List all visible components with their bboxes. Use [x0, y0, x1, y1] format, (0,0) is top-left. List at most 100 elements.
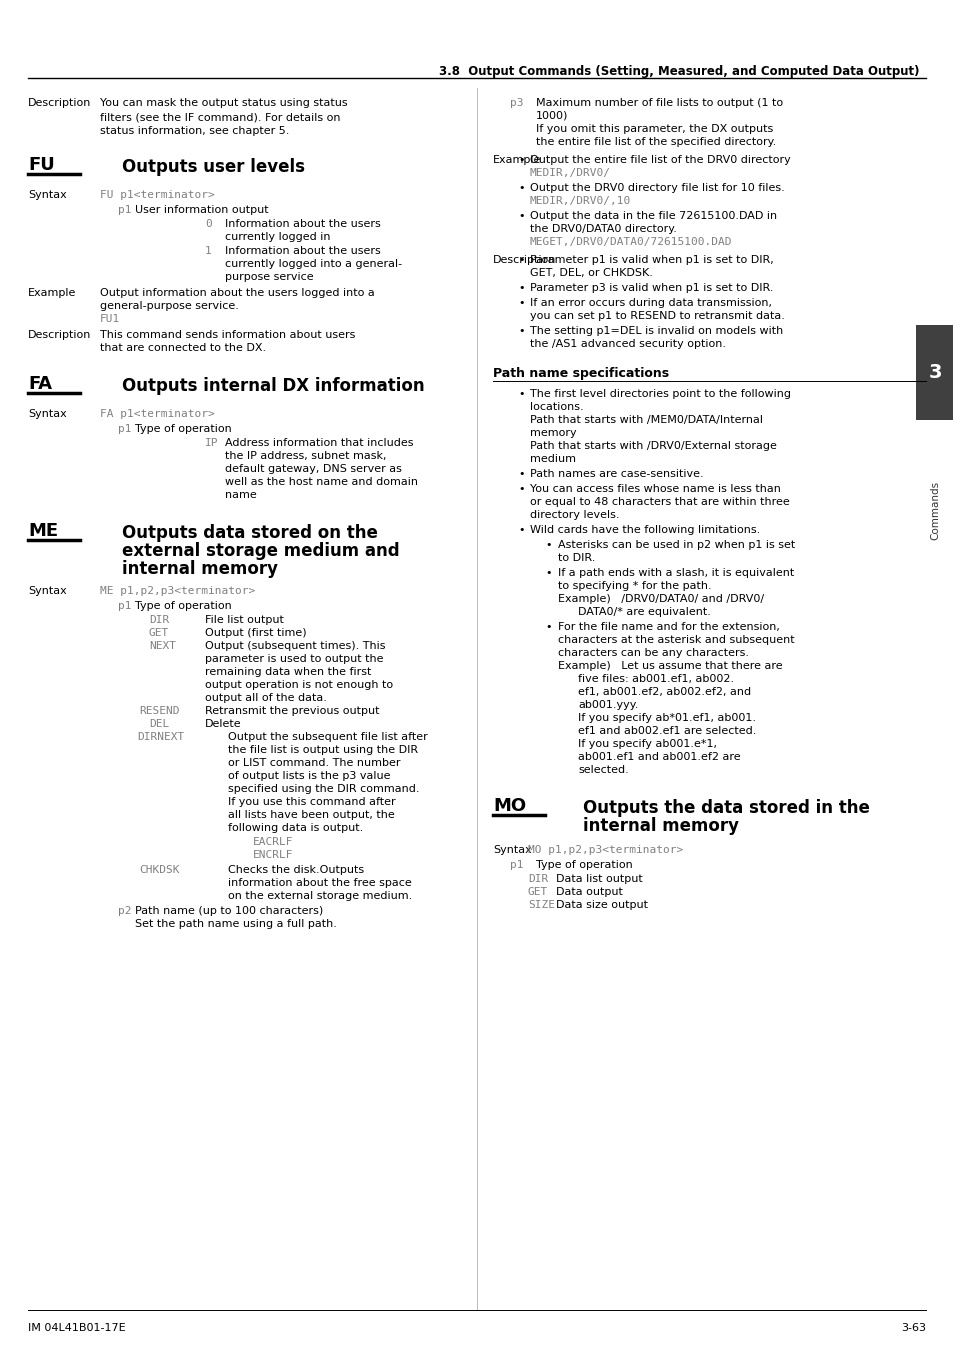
Text: Set the path name using a full path.: Set the path name using a full path. [135, 919, 336, 929]
Text: ab001.yyy.: ab001.yyy. [578, 701, 638, 710]
Text: EACRLF: EACRLF [253, 837, 294, 846]
Text: FU p1<terminator>: FU p1<terminator> [100, 190, 214, 200]
Text: If you specify ab001.e*1,: If you specify ab001.e*1, [578, 738, 717, 749]
Text: If you omit this parameter, the DX outputs: If you omit this parameter, the DX outpu… [536, 124, 773, 134]
Text: User information output: User information output [135, 205, 269, 215]
Text: on the external storage medium.: on the external storage medium. [228, 891, 412, 900]
Text: DATA0/* are equivalent.: DATA0/* are equivalent. [578, 608, 710, 617]
Text: general-purpose service.: general-purpose service. [100, 301, 238, 310]
Text: •: • [517, 155, 524, 165]
Text: MEGET,/DRV0/DATA0/72615100.DAD: MEGET,/DRV0/DATA0/72615100.DAD [530, 238, 732, 247]
Text: Address information that includes: Address information that includes [225, 437, 413, 448]
Text: 1000): 1000) [536, 111, 568, 122]
Text: •: • [517, 255, 524, 265]
Text: •: • [544, 622, 551, 632]
Text: directory levels.: directory levels. [530, 510, 618, 520]
Text: FU1: FU1 [100, 315, 120, 324]
Text: GET, DEL, or CHKDSK.: GET, DEL, or CHKDSK. [530, 269, 652, 278]
Text: Information about the users: Information about the users [225, 219, 380, 230]
Text: Asterisks can be used in p2 when p1 is set: Asterisks can be used in p2 when p1 is s… [558, 540, 795, 549]
Text: medium: medium [530, 454, 576, 464]
Text: output operation is not enough to: output operation is not enough to [205, 680, 393, 690]
Text: characters at the asterisk and subsequent: characters at the asterisk and subsequen… [558, 634, 794, 645]
Text: GET: GET [149, 628, 169, 639]
Text: MO: MO [493, 796, 525, 815]
Text: external storage medium and: external storage medium and [122, 541, 399, 560]
Text: p1: p1 [118, 601, 132, 612]
Text: NEXT: NEXT [149, 641, 175, 651]
Text: •: • [517, 184, 524, 193]
Text: purpose service: purpose service [225, 271, 314, 282]
Text: ME: ME [28, 522, 58, 540]
Text: DIR: DIR [149, 616, 169, 625]
Text: If a path ends with a slash, it is equivalent: If a path ends with a slash, it is equiv… [558, 568, 794, 578]
Text: internal memory: internal memory [122, 560, 277, 578]
Text: •: • [517, 284, 524, 293]
Text: the IP address, subnet mask,: the IP address, subnet mask, [225, 451, 386, 460]
Text: CHKDSK: CHKDSK [139, 865, 179, 875]
Text: Example: Example [493, 155, 540, 165]
Text: DIRNEXT: DIRNEXT [137, 732, 184, 742]
Text: The setting p1=DEL is invalid on models with: The setting p1=DEL is invalid on models … [530, 325, 782, 336]
Text: IM 04L41B01-17E: IM 04L41B01-17E [28, 1323, 126, 1332]
Text: Path that starts with /DRV0/External storage: Path that starts with /DRV0/External sto… [530, 441, 776, 451]
Text: remaining data when the first: remaining data when the first [205, 667, 371, 676]
Text: the /AS1 advanced security option.: the /AS1 advanced security option. [530, 339, 725, 350]
Text: default gateway, DNS server as: default gateway, DNS server as [225, 464, 401, 474]
Text: 3.8  Output Commands (Setting, Measured, and Computed Data Output): 3.8 Output Commands (Setting, Measured, … [439, 65, 919, 78]
Text: Delete: Delete [205, 720, 241, 729]
Text: Output (subsequent times). This: Output (subsequent times). This [205, 641, 385, 651]
Text: Path name (up to 100 characters): Path name (up to 100 characters) [135, 906, 323, 917]
Text: •: • [517, 468, 524, 479]
Text: Example)   Let us assume that there are: Example) Let us assume that there are [558, 662, 781, 671]
Text: or equal to 48 characters that are within three: or equal to 48 characters that are withi… [530, 497, 789, 508]
Text: Path that starts with /MEM0/DATA/Internal: Path that starts with /MEM0/DATA/Interna… [530, 414, 762, 425]
Text: p3: p3 [510, 99, 523, 108]
Text: RESEND: RESEND [139, 706, 179, 716]
Text: ef1 and ab002.ef1 are selected.: ef1 and ab002.ef1 are selected. [578, 726, 756, 736]
Text: Description: Description [28, 329, 91, 340]
Text: to specifying * for the path.: to specifying * for the path. [558, 580, 711, 591]
Text: the file list is output using the DIR: the file list is output using the DIR [228, 745, 417, 755]
Text: Output the entire file list of the DRV0 directory: Output the entire file list of the DRV0 … [530, 155, 790, 165]
Text: •: • [517, 211, 524, 221]
Text: •: • [544, 568, 551, 578]
Text: p1: p1 [118, 424, 132, 433]
Text: Output the data in the file 72615100.DAD in: Output the data in the file 72615100.DAD… [530, 211, 777, 221]
Text: Data output: Data output [556, 887, 622, 896]
Text: FU: FU [28, 157, 54, 174]
Text: or LIST command. The number: or LIST command. The number [228, 757, 400, 768]
Text: Syntax: Syntax [28, 586, 67, 595]
Text: MO p1,p2,p3<terminator>: MO p1,p2,p3<terminator> [527, 845, 682, 855]
Text: Parameter p3 is valid when p1 is set to DIR.: Parameter p3 is valid when p1 is set to … [530, 284, 773, 293]
Text: Data list output: Data list output [556, 873, 642, 884]
Text: Syntax: Syntax [28, 190, 67, 200]
Text: currently logged into a general-: currently logged into a general- [225, 259, 402, 269]
Text: locations.: locations. [530, 402, 583, 412]
Text: five files: ab001.ef1, ab002.: five files: ab001.ef1, ab002. [578, 674, 734, 684]
Text: Outputs data stored on the: Outputs data stored on the [122, 524, 377, 541]
Text: Example)   /DRV0/DATA0/ and /DRV0/: Example) /DRV0/DATA0/ and /DRV0/ [558, 594, 763, 603]
Text: p1: p1 [510, 860, 523, 869]
Text: the DRV0/DATA0 directory.: the DRV0/DATA0 directory. [530, 224, 677, 234]
Text: to DIR.: to DIR. [558, 554, 595, 563]
Text: You can mask the output status using status: You can mask the output status using sta… [100, 99, 347, 108]
Text: Output information about the users logged into a: Output information about the users logge… [100, 288, 375, 298]
Text: internal memory: internal memory [582, 817, 739, 836]
Text: Information about the users: Information about the users [225, 246, 380, 256]
Text: 3-63: 3-63 [900, 1323, 925, 1332]
Text: Syntax: Syntax [493, 845, 531, 855]
Text: filters (see the IF command). For details on: filters (see the IF command). For detail… [100, 112, 340, 122]
Text: 1: 1 [205, 246, 212, 256]
Text: ENCRLF: ENCRLF [253, 850, 294, 860]
Text: ME p1,p2,p3<terminator>: ME p1,p2,p3<terminator> [100, 586, 255, 595]
Text: p2: p2 [118, 906, 132, 917]
Text: You can access files whose name is less than: You can access files whose name is less … [530, 485, 781, 494]
Text: Path name specifications: Path name specifications [493, 367, 668, 379]
Text: well as the host name and domain: well as the host name and domain [225, 477, 417, 487]
Text: Outputs internal DX information: Outputs internal DX information [122, 377, 424, 396]
Text: DIR: DIR [527, 873, 548, 884]
Text: The first level directories point to the following: The first level directories point to the… [530, 389, 790, 400]
Text: Syntax: Syntax [28, 409, 67, 418]
Text: GET: GET [527, 887, 548, 896]
